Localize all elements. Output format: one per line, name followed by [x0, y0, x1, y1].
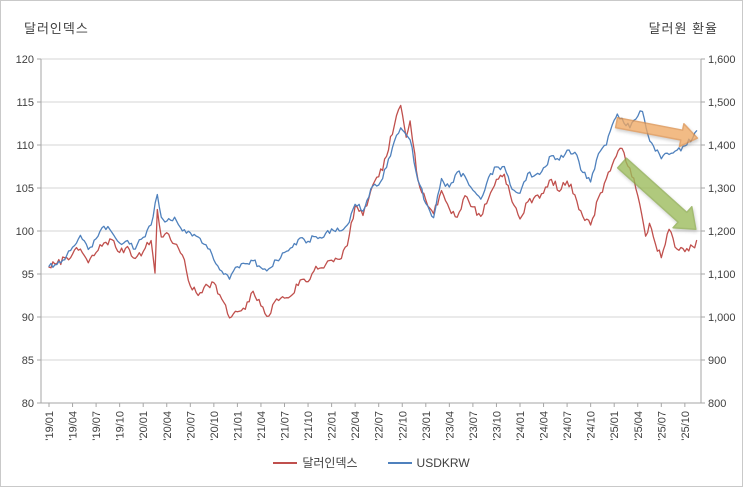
x-tick-label: '23/10 [491, 411, 503, 441]
x-tick-label: '24/07 [562, 411, 574, 441]
x-tick-label: '22/07 [374, 411, 386, 441]
x-tick-label: '22/10 [397, 411, 409, 441]
x-tick-label: '25/01 [609, 411, 621, 441]
x-axis-labels: '19/01 '19/04 '19/07 '19/10 '20/01 '20/04 '20/… [44, 403, 692, 441]
y-left-tick-label: 100 [16, 226, 34, 238]
x-tick-label: '23/04 [444, 411, 456, 441]
legend-item-dollar-index: 달러인덱스 [273, 454, 358, 471]
x-tick-label: '23/01 [421, 411, 433, 441]
left-axis-title: 달러인덱스 [24, 21, 89, 36]
y-right-tick-label: 1,100 [708, 269, 736, 281]
legend-label-dollar-index: 달러인덱스 [302, 456, 358, 470]
x-tick-label: '20/10 [209, 411, 221, 441]
x-tick-label: '25/04 [633, 411, 645, 441]
x-tick-label: '24/04 [539, 411, 551, 441]
y-right-tick-label: 800 [708, 398, 726, 410]
x-tick-label: '21/07 [280, 411, 292, 441]
x-tick-label: '25/10 [680, 411, 692, 441]
x-tick-label: '21/04 [256, 411, 268, 441]
legend-item-usdkrw: USDKRW [387, 455, 470, 470]
x-tick-label: '23/07 [468, 411, 480, 441]
y-right-tick-label: 1,400 [708, 140, 736, 152]
green-trend-arrow [616, 157, 697, 231]
series-line-dollar-index [48, 104, 698, 319]
x-tick-label: '24/01 [515, 411, 527, 441]
x-tick-label: '19/07 [91, 411, 103, 441]
legend: 달러인덱스 USDKRW [1, 454, 742, 471]
x-tick-label: '19/01 [44, 411, 56, 441]
legend-label-usdkrw: USDKRW [416, 455, 470, 470]
y-right-tick-label: 1,500 [708, 97, 736, 109]
y-left-tick-label: 110 [16, 140, 34, 152]
y-right-tick-label: 900 [708, 355, 726, 367]
y-left-tick-label: 115 [16, 97, 34, 109]
x-tick-label: '19/10 [115, 411, 127, 441]
y-left-tick-label: 95 [22, 269, 34, 281]
x-tick-label: '19/04 [68, 411, 80, 441]
x-tick-label: '20/04 [162, 411, 174, 441]
y-right-tick-label: 1,000 [708, 312, 736, 324]
gridlines [41, 58, 701, 404]
x-tick-label: '22/04 [350, 411, 362, 441]
y-axis-right-labels: 1,600 1,500 1,400 1,300 1,200 1,100 1,000 900 80… [701, 54, 736, 410]
x-tick-label: '25/07 [656, 411, 668, 441]
y-axis-left-labels: 120 115 110 105 100 95 90 85 80 [16, 54, 41, 410]
y-left-tick-label: 90 [22, 312, 34, 324]
x-tick-label: '21/01 [232, 411, 244, 441]
y-right-tick-label: 1,600 [708, 54, 736, 66]
y-left-tick-label: 105 [16, 183, 34, 195]
y-left-tick-label: 120 [16, 54, 34, 66]
right-axis-title: 달러원 환율 [648, 21, 718, 36]
x-tick-label: '21/10 [303, 411, 315, 441]
legend-red-line-marker [273, 461, 298, 464]
series-line-usdkrw [48, 110, 698, 280]
y-left-tick-label: 85 [22, 355, 34, 367]
x-tick-label: '24/10 [586, 411, 598, 441]
x-tick-label: '20/07 [185, 411, 197, 441]
x-tick-label: '22/01 [327, 411, 339, 441]
y-left-tick-label: 80 [22, 398, 34, 410]
orange-trend-arrow [614, 116, 699, 148]
y-right-tick-label: 1,200 [708, 226, 736, 238]
x-tick-label: '20/01 [138, 411, 150, 441]
legend-blue-line-marker [387, 461, 412, 464]
y-right-tick-label: 1,300 [708, 183, 736, 195]
